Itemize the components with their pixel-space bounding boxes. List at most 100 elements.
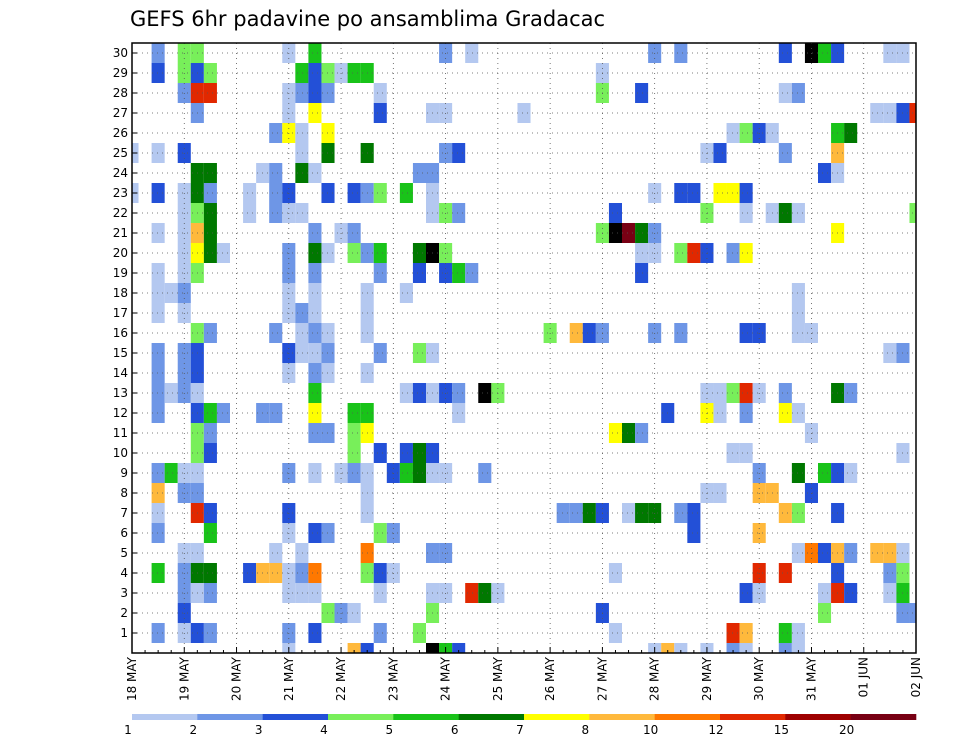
- heatmap-cell: [308, 263, 322, 283]
- heatmap-cell: [308, 383, 322, 403]
- x-tick-label: 29 MAY: [700, 656, 714, 701]
- heatmap-cell: [203, 203, 217, 223]
- heatmap-cell: [151, 343, 165, 363]
- heatmap-cell: [151, 143, 165, 163]
- heatmap-cell: [373, 523, 387, 543]
- heatmap-cell: [844, 463, 858, 483]
- heatmap-cell: [203, 523, 217, 543]
- colorbar-label: 10: [643, 723, 658, 737]
- heatmap-cell: [203, 183, 217, 203]
- heatmap-cell: [321, 83, 335, 103]
- heatmap-cell: [739, 183, 753, 203]
- heatmap-cell: [883, 583, 897, 603]
- heatmap-cell: [308, 523, 322, 543]
- heatmap-cell: [295, 323, 309, 343]
- heatmap-cell: [713, 403, 727, 423]
- heatmap-cell: [295, 123, 309, 143]
- y-axis-ticks: 1234567891011121314151617181920212223242…: [113, 46, 137, 640]
- heatmap-cell: [321, 143, 335, 163]
- heatmap-cell: [412, 343, 426, 363]
- heatmap-cell: [295, 163, 309, 183]
- heatmap-cell: [739, 643, 753, 653]
- heatmap-cell: [269, 183, 283, 203]
- y-tick-label: 8: [120, 486, 128, 500]
- y-tick-label: 16: [113, 326, 128, 340]
- heatmap-cell: [151, 283, 165, 303]
- heatmap-cell: [412, 383, 426, 403]
- heatmap-cell: [308, 403, 322, 423]
- heatmap-cell: [321, 183, 335, 203]
- heatmap-cell: [778, 383, 792, 403]
- heatmap-cell: [608, 563, 622, 583]
- heatmap-cell: [452, 203, 466, 223]
- heatmap-cell: [308, 343, 322, 363]
- y-tick-label: 17: [113, 306, 128, 320]
- heatmap-cell: [151, 363, 165, 383]
- y-tick-label: 27: [113, 106, 128, 120]
- heatmap-cell: [778, 563, 792, 583]
- heatmap-cell: [778, 203, 792, 223]
- heatmap-cell: [295, 343, 309, 363]
- y-tick-label: 22: [113, 206, 128, 220]
- heatmap-cell: [870, 103, 884, 123]
- heatmap-cell: [726, 183, 740, 203]
- heatmap-cell: [203, 163, 217, 183]
- heatmap-cell: [308, 323, 322, 343]
- heatmap-cell: [295, 203, 309, 223]
- heatmap-cell: [295, 563, 309, 583]
- y-tick-label: 1: [120, 626, 128, 640]
- x-tick-label: 31 MAY: [805, 656, 819, 701]
- y-tick-label: 15: [113, 346, 128, 360]
- heatmap-cell: [739, 383, 753, 403]
- x-tick-label: 21 MAY: [282, 656, 296, 701]
- y-tick-label: 12: [113, 406, 128, 420]
- heatmap-cell: [373, 343, 387, 363]
- x-tick-label: 02 JUN: [909, 657, 923, 697]
- colorbar-swatch: [524, 714, 590, 720]
- x-tick-label: 27 MAY: [595, 656, 609, 701]
- heatmap-cell: [151, 63, 165, 83]
- x-tick-label: 26 MAY: [543, 656, 557, 701]
- heatmap-cell: [791, 403, 805, 423]
- heatmap-cell: [203, 403, 217, 423]
- heatmap-cell: [818, 163, 832, 183]
- heatmap-cell: [674, 243, 688, 263]
- x-tick-label: 23 MAY: [386, 656, 400, 701]
- heatmap-cell: [635, 83, 649, 103]
- colorbar-label: 15: [774, 723, 789, 737]
- heatmap-cell: [164, 283, 178, 303]
- heatmap-cell: [412, 443, 426, 463]
- heatmap-cell: [295, 143, 309, 163]
- heatmap-cell: [373, 623, 387, 643]
- x-tick-label: 30 MAY: [752, 656, 766, 701]
- heatmap-cell: [726, 383, 740, 403]
- heatmap-cell: [321, 523, 335, 543]
- heatmap-cell: [399, 283, 413, 303]
- heatmap-cell: [713, 143, 727, 163]
- heatmap-cell: [203, 563, 217, 583]
- heatmap-cell: [726, 123, 740, 143]
- heatmap-cell: [556, 503, 570, 523]
- colorbar-swatch: [458, 714, 525, 720]
- heatmap-cell: [203, 503, 217, 523]
- heatmap-cell: [844, 123, 858, 143]
- heatmap-cell: [151, 183, 165, 203]
- heatmap-cell: [608, 423, 622, 443]
- heatmap-cell: [412, 163, 426, 183]
- heatmap-cell: [478, 463, 492, 483]
- heatmap-cell: [452, 403, 466, 423]
- y-tick-label: 11: [113, 426, 128, 440]
- colorbar-swatch: [262, 714, 329, 720]
- x-tick-label: 25 MAY: [491, 656, 505, 701]
- heatmap-cell: [739, 443, 753, 463]
- heatmap-cell: [347, 243, 361, 263]
- heatmap-cell: [347, 443, 361, 463]
- heatmap-cell: [203, 623, 217, 643]
- heatmap-cell: [269, 403, 283, 423]
- heatmap-cell: [844, 383, 858, 403]
- heatmap-cell: [818, 583, 832, 603]
- heatmap-cell: [308, 243, 322, 263]
- heatmap-cell: [151, 463, 165, 483]
- heatmap-cell: [452, 643, 466, 653]
- heatmap-cell: [713, 483, 727, 503]
